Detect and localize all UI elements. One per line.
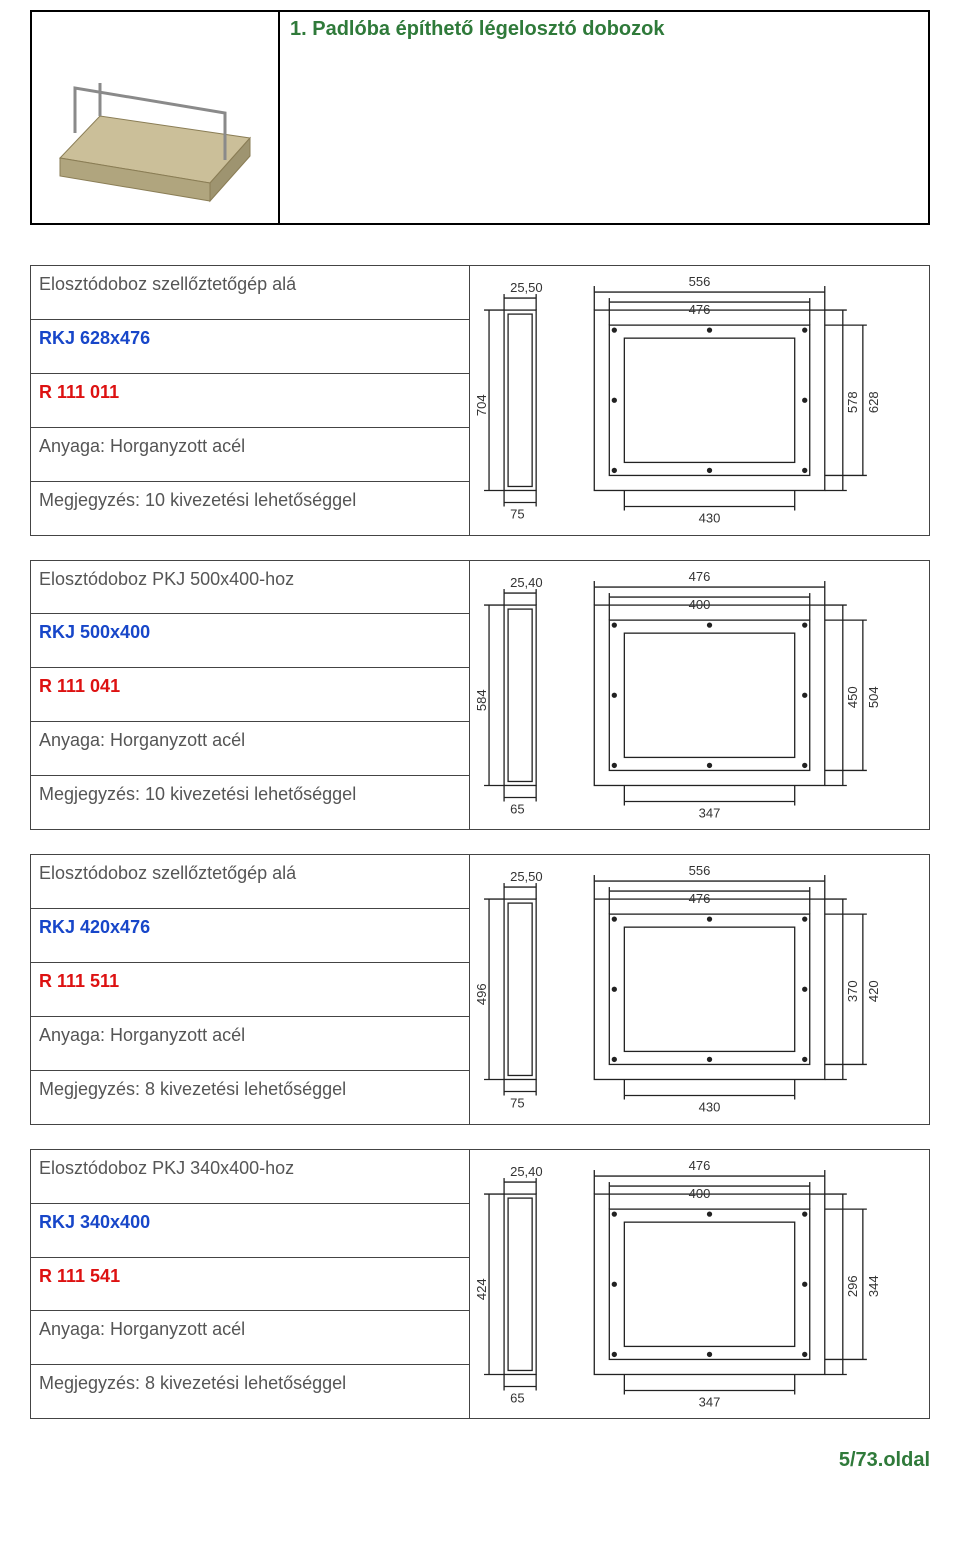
- svg-text:578: 578: [845, 391, 860, 413]
- svg-text:75: 75: [510, 1096, 524, 1111]
- product-drawing: 25,40 424 65 476 400 344 296 347: [469, 1149, 930, 1420]
- svg-text:430: 430: [699, 1100, 721, 1115]
- product-row: Elosztódoboz szellőztetőgép alá RKJ 628x…: [30, 265, 930, 536]
- header-row: 1. Padlóba építhető légelosztó dobozok: [30, 10, 930, 225]
- svg-text:476: 476: [689, 302, 711, 317]
- svg-text:496: 496: [474, 984, 489, 1006]
- product-model: RKJ 420x476: [31, 909, 470, 963]
- page-footer: 5/73.oldal: [30, 1449, 930, 1472]
- svg-text:65: 65: [510, 1390, 524, 1405]
- product-note: Megjegyzés: 10 kivezetési lehetőséggel: [31, 481, 470, 535]
- product-info-table: Elosztódoboz szellőztetőgép alá RKJ 420x…: [30, 854, 470, 1125]
- product-info-table: Elosztódoboz PKJ 500x400-hoz RKJ 500x400…: [30, 560, 470, 831]
- svg-text:400: 400: [689, 597, 711, 612]
- svg-text:400: 400: [689, 1186, 711, 1201]
- page-title-box: 1. Padlóba építhető légelosztó dobozok: [278, 10, 930, 225]
- product-model: RKJ 500x400: [31, 614, 470, 668]
- svg-text:504: 504: [866, 686, 881, 708]
- svg-text:476: 476: [689, 569, 711, 584]
- svg-text:25,50: 25,50: [510, 280, 543, 295]
- svg-text:476: 476: [689, 891, 711, 906]
- product-row: Elosztódoboz PKJ 340x400-hoz RKJ 340x400…: [30, 1149, 930, 1420]
- product-drawing: 25,50 704 75 556 476 628 578 430: [469, 265, 930, 536]
- svg-text:430: 430: [699, 511, 721, 526]
- product-material: Anyaga: Horganyzott acél: [31, 1311, 470, 1365]
- product-info-table: Elosztódoboz szellőztetőgép alá RKJ 628x…: [30, 265, 470, 536]
- product-drawing: 25,40 584 65 476 400 504 450 347: [469, 560, 930, 831]
- svg-text:75: 75: [510, 507, 524, 522]
- product-desc: Elosztódoboz szellőztetőgép alá: [31, 855, 470, 909]
- product-model: RKJ 628x476: [31, 319, 470, 373]
- product-code: R 111 511: [31, 962, 470, 1016]
- svg-text:347: 347: [699, 805, 721, 820]
- product-desc: Elosztódoboz PKJ 340x400-hoz: [31, 1149, 470, 1203]
- product-material: Anyaga: Horganyzott acél: [31, 1016, 470, 1070]
- product-note: Megjegyzés: 10 kivezetési lehetőséggel: [31, 776, 470, 830]
- svg-text:628: 628: [866, 391, 881, 413]
- product-code: R 111 541: [31, 1257, 470, 1311]
- svg-text:370: 370: [845, 981, 860, 1003]
- svg-text:704: 704: [474, 394, 489, 416]
- svg-text:556: 556: [689, 274, 711, 289]
- product-code: R 111 041: [31, 668, 470, 722]
- svg-text:424: 424: [474, 1278, 489, 1300]
- product-model: RKJ 340x400: [31, 1203, 470, 1257]
- svg-text:584: 584: [474, 689, 489, 711]
- product-row: Elosztódoboz szellőztetőgép alá RKJ 420x…: [30, 854, 930, 1125]
- product-row: Elosztódoboz PKJ 500x400-hoz RKJ 500x400…: [30, 560, 930, 831]
- svg-text:476: 476: [689, 1158, 711, 1173]
- page-title: 1. Padlóba építhető légelosztó dobozok: [290, 18, 918, 41]
- svg-text:296: 296: [845, 1275, 860, 1297]
- product-desc: Elosztódoboz szellőztetőgép alá: [31, 266, 470, 320]
- product-code: R 111 011: [31, 373, 470, 427]
- svg-text:344: 344: [866, 1275, 881, 1297]
- product-info-table: Elosztódoboz PKJ 340x400-hoz RKJ 340x400…: [30, 1149, 470, 1420]
- product-material: Anyaga: Horganyzott acél: [31, 427, 470, 481]
- svg-text:65: 65: [510, 801, 524, 816]
- svg-text:420: 420: [866, 981, 881, 1003]
- product-material: Anyaga: Horganyzott acél: [31, 722, 470, 776]
- svg-text:556: 556: [689, 863, 711, 878]
- svg-text:450: 450: [845, 686, 860, 708]
- product-note: Megjegyzés: 8 kivezetési lehetőséggel: [31, 1365, 470, 1419]
- svg-text:25,40: 25,40: [510, 1164, 543, 1179]
- svg-text:25,40: 25,40: [510, 575, 543, 590]
- svg-text:347: 347: [699, 1394, 721, 1409]
- product-thumb-icon: [40, 28, 270, 208]
- product-note: Megjegyzés: 8 kivezetési lehetőséggel: [31, 1070, 470, 1124]
- product-photo-placeholder: [30, 10, 280, 225]
- svg-text:25,50: 25,50: [510, 869, 543, 884]
- product-drawing: 25,50 496 75 556 476 420 370 430: [469, 854, 930, 1125]
- products-container: Elosztódoboz szellőztetőgép alá RKJ 628x…: [30, 265, 930, 1419]
- product-desc: Elosztódoboz PKJ 500x400-hoz: [31, 560, 470, 614]
